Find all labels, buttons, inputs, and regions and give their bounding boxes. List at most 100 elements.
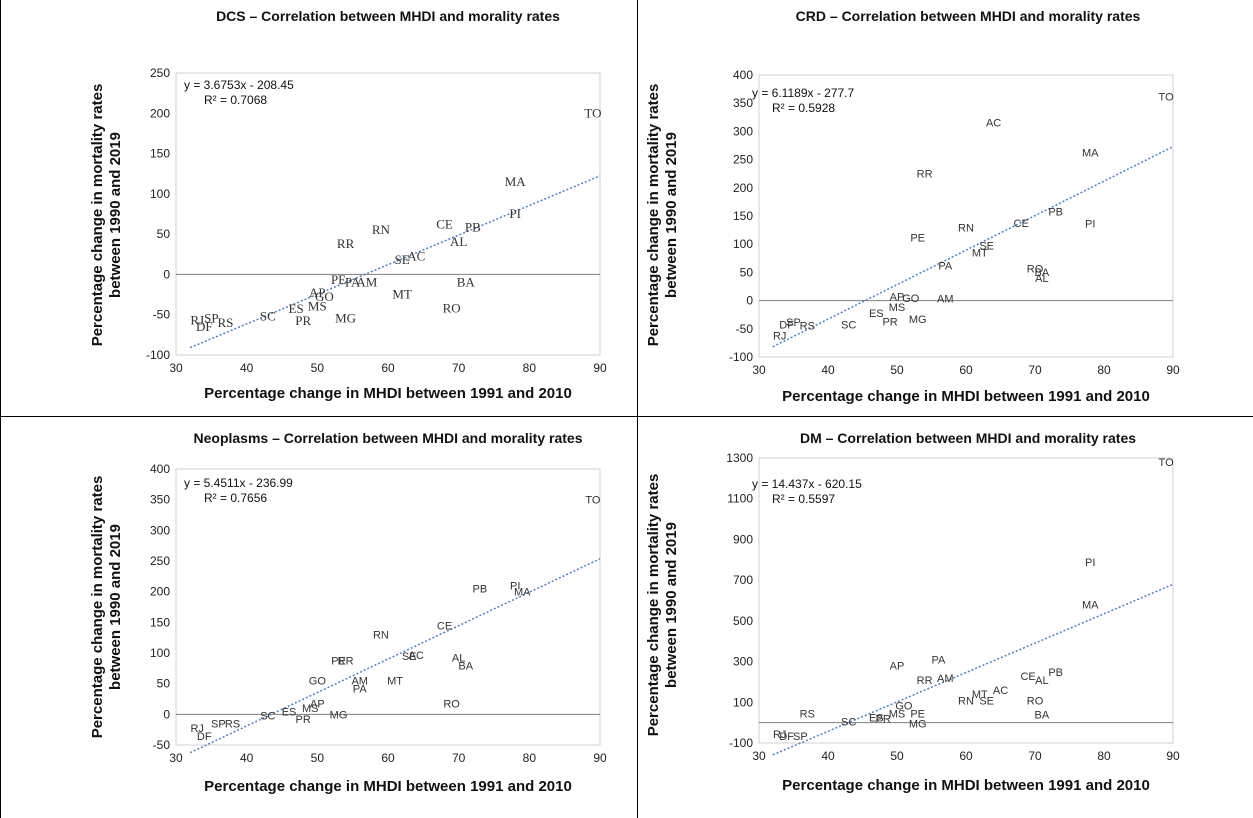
point-label-ba: BA [457, 274, 476, 289]
point-label-rr: RR [917, 675, 933, 687]
y-tick-label: -100 [146, 348, 170, 362]
point-label-go: GO [902, 293, 920, 305]
scatter-chart: CRD – Correlation between MHDI and moral… [645, 8, 1180, 405]
y-tick-label: -100 [729, 350, 753, 364]
y-tick-label: 50 [157, 677, 171, 691]
scatter-chart: DM – Correlation between MHDI and morali… [645, 430, 1180, 794]
trendline [189, 558, 601, 754]
point-label-es: ES [869, 713, 884, 725]
y-tick-label: 150 [150, 615, 170, 629]
x-tick-label: 50 [890, 749, 904, 763]
outer-left-border [0, 0, 1, 818]
point-label-pe: PE [331, 272, 346, 287]
trendline-equation: y = 3.6753x - 208.45 [184, 78, 294, 92]
point-label-mt: MT [387, 676, 403, 688]
point-label-df: DF [197, 731, 212, 743]
point-label-pi: PI [510, 581, 520, 593]
x-tick-label: 50 [311, 361, 325, 375]
point-label-es: ES [869, 308, 884, 320]
y-tick-label: 200 [733, 181, 753, 195]
x-tick-label: 90 [593, 361, 607, 375]
scatter-chart: DCS – Correlation between MHDI and moral… [89, 8, 607, 402]
x-tick-label: 80 [523, 751, 537, 765]
y-tick-label: 150 [150, 147, 170, 161]
point-label-ms: MS [889, 302, 906, 314]
point-label-go: GO [895, 700, 913, 712]
x-axis-label: Percentage change in MHDI between 1991 a… [782, 777, 1150, 794]
point-label-rs: RS [225, 719, 240, 731]
point-label-rs: RS [218, 315, 234, 330]
point-label-ap: AP [890, 292, 905, 304]
plot-area [175, 72, 601, 356]
point-label-ba: BA [1035, 710, 1050, 722]
y-axis-label: Percentage change in mortality rates [89, 476, 106, 739]
plot-area [758, 457, 1174, 744]
y-tick-label: 400 [733, 68, 753, 82]
chart-title: Neoplasms – Correlation between MHDI and… [194, 430, 583, 446]
y-tick-label: 250 [733, 153, 753, 167]
y-tick-label: 300 [733, 655, 753, 669]
y-tick-label: 300 [150, 523, 170, 537]
point-label-rj: RJ [773, 331, 786, 343]
y-axis-label-line2: between 1990 and 2019 [663, 132, 680, 298]
point-label-to: TO [1159, 457, 1175, 469]
y-axis-label: Percentage change in mortality rates [89, 84, 106, 347]
point-label-se: SE [395, 252, 410, 267]
point-label-ro: RO [443, 300, 461, 315]
point-label-ms: MS [889, 708, 906, 720]
x-tick-label: 50 [311, 751, 325, 765]
trendline-equation: y = 6.1189x - 277.7 [752, 86, 855, 100]
y-tick-label: 150 [733, 209, 753, 223]
x-axis-label: Percentage change in MHDI between 1991 a… [782, 388, 1150, 405]
trendline-equation: y = 5.4511x - 236.99 [184, 476, 293, 490]
point-label-ro: RO [1027, 263, 1044, 275]
point-label-am: AM [351, 676, 368, 688]
point-label-mg: MG [909, 314, 927, 326]
x-tick-label: 40 [240, 751, 254, 765]
r-squared-label: R² = 0.7068 [204, 93, 267, 107]
x-tick-label: 30 [169, 751, 183, 765]
y-axis-label-line2: between 1990 and 2019 [107, 132, 124, 298]
x-tick-label: 90 [593, 751, 607, 765]
trendline [772, 145, 1174, 348]
y-tick-label: 350 [733, 96, 753, 110]
x-tick-label: 60 [959, 749, 973, 763]
point-label-ce: CE [1014, 218, 1029, 230]
point-label-ma: MA [514, 587, 531, 599]
point-label-rr: RR [338, 655, 354, 667]
x-axis-label: Percentage change in MHDI between 1991 a… [204, 385, 572, 402]
x-tick-label: 30 [752, 363, 766, 377]
point-label-rs: RS [800, 708, 815, 720]
x-tick-label: 80 [523, 361, 537, 375]
point-label-am: AM [937, 673, 954, 685]
point-label-ap: AP [309, 285, 326, 300]
point-label-ce: CE [436, 216, 453, 231]
point-label-ma: MA [505, 174, 527, 189]
point-label-ms: MS [308, 299, 327, 314]
point-label-rn: RN [372, 222, 391, 237]
y-tick-label: 200 [150, 106, 170, 120]
x-tick-label: 80 [1097, 363, 1111, 377]
point-label-rr: RR [917, 169, 933, 181]
point-label-mt: MT [392, 287, 412, 302]
y-tick-label: 1100 [727, 492, 753, 506]
y-tick-label: 0 [163, 707, 170, 721]
point-label-rj: RJ [190, 723, 203, 735]
point-label-pr: PR [296, 714, 311, 726]
point-label-al: AL [450, 234, 467, 249]
point-label-mg: MG [330, 709, 348, 721]
y-tick-label: 100 [733, 237, 753, 251]
y-tick-label: 250 [150, 66, 170, 80]
chart-panel-neoplasms: Neoplasms – Correlation between MHDI and… [0, 417, 637, 818]
r-squared-label: R² = 0.5928 [772, 101, 835, 115]
point-label-sc: SC [260, 711, 275, 723]
y-tick-label: 1300 [726, 451, 753, 465]
point-label-se: SE [979, 695, 994, 707]
point-label-pi: PI [1085, 218, 1095, 230]
x-tick-label: 70 [1028, 363, 1042, 377]
point-label-am: AM [937, 293, 954, 305]
point-label-rn: RN [958, 222, 974, 234]
point-label-pa: PA [345, 274, 361, 289]
r-squared-label: R² = 0.7656 [204, 491, 267, 505]
